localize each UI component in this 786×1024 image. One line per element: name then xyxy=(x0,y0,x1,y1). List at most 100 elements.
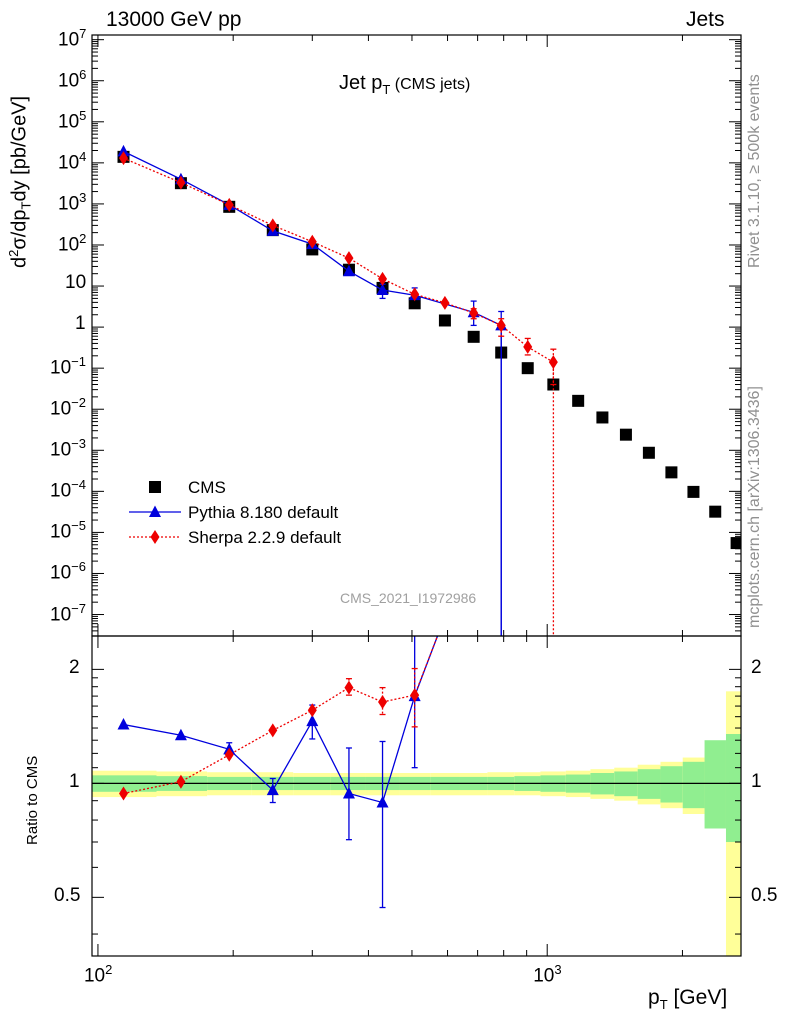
x-tick-label-base: 10 xyxy=(533,965,555,987)
square-series-point xyxy=(665,466,678,479)
diamond-series-point xyxy=(268,218,278,233)
main-y-tick-label-exponent: −3 xyxy=(71,436,86,452)
xlabel-b: [GeV] xyxy=(667,986,728,1009)
ratio-y-tick-label-right-base: 0.5 xyxy=(751,885,778,907)
ratio-uncertainty-bands xyxy=(92,691,741,956)
ratio-diamond-series-point xyxy=(410,688,420,703)
ratio-y-tick-label-right: 0.5 xyxy=(751,885,777,907)
diamond-series-line xyxy=(123,157,555,636)
ratio-y-tick-label-left: 0.5 xyxy=(54,885,80,907)
main-y-tick-label-base: 10 xyxy=(50,521,72,543)
ratio-y-tick-label-left-base: 2 xyxy=(69,657,80,679)
ratio-diamond-series-point xyxy=(119,786,129,801)
legend-label-square: CMS xyxy=(188,478,226,497)
diamond-series-point xyxy=(344,251,354,266)
main-y-tick-label: 102 xyxy=(58,231,86,256)
x-tick-label-base: 10 xyxy=(83,965,106,987)
diamond-series-point xyxy=(410,287,420,302)
diamond-series-point xyxy=(440,295,450,310)
diamond-series-point xyxy=(119,151,129,166)
xlabel-a: p xyxy=(648,986,660,1009)
main-y-tick-label-exponent: 3 xyxy=(79,189,87,205)
triangle-series-line xyxy=(123,150,502,636)
square-series-point xyxy=(521,362,534,375)
ratio-y-tick-label-right-base: 1 xyxy=(751,771,762,793)
plot-title-extra: (CMS jets) xyxy=(390,76,471,93)
ratio-triangle-series-point xyxy=(306,714,319,727)
ratio-panel-content xyxy=(92,636,741,909)
ratio-diamond-series-point xyxy=(307,703,317,718)
ratio-triangle-series-point xyxy=(266,783,279,796)
legend-label-diamond: Sherpa 2.2.9 default xyxy=(188,528,341,547)
ratio-diamond-series-line xyxy=(123,636,439,795)
main-y-tick-label: 103 xyxy=(58,190,86,215)
main-y-tick-label: 10−5 xyxy=(50,518,86,543)
square-series-point xyxy=(709,505,722,518)
ratio-diamond-series-point xyxy=(224,747,234,762)
main-y-tick-label-exponent: −6 xyxy=(71,559,86,575)
main-y-tick-label-base: 10 xyxy=(50,398,72,420)
main-y-tick-label-base: 10 xyxy=(58,193,80,215)
ratio-y-tick-label-right-base: 2 xyxy=(751,657,762,679)
square-series-point xyxy=(619,428,632,441)
ratio-triangle-series-point xyxy=(342,787,355,799)
ylabel-c: dy [pb/GeV] xyxy=(8,95,31,202)
plot-title-main: Jet p xyxy=(339,72,383,94)
main-y-tick-label: 10−4 xyxy=(50,477,86,502)
band-inner-segment xyxy=(725,734,741,843)
main-y-tick-label: 10−1 xyxy=(50,354,86,379)
diamond-series-point xyxy=(496,318,506,333)
main-y-tick-label: 10−6 xyxy=(50,559,86,584)
x-tick-label-exponent: 3 xyxy=(554,962,562,977)
ratio-diamond-series-point xyxy=(344,680,354,695)
header-left: 13000 GeV pp xyxy=(106,8,242,31)
legend-marker-diamond xyxy=(150,530,160,544)
square-series-point xyxy=(730,537,741,550)
main-y-tick-label: 107 xyxy=(58,26,86,51)
main-y-tick-label: 104 xyxy=(58,149,86,174)
diamond-series-point xyxy=(523,339,533,354)
x-tick-label: 102 xyxy=(84,962,112,987)
main-y-tick-label-exponent: −4 xyxy=(71,477,86,493)
legend-marker-square xyxy=(149,481,161,493)
band-inner-segment xyxy=(660,766,683,803)
ratio-y-tick-label-left: 1 xyxy=(69,771,80,793)
main-y-tick-label: 106 xyxy=(58,67,86,92)
main-y-tick-label-base: 1 xyxy=(75,313,86,335)
diamond-series-point xyxy=(469,306,479,321)
header-right: Jets xyxy=(686,8,725,31)
band-inner-segment xyxy=(637,769,661,799)
ylabel-sup: 2 xyxy=(6,249,21,257)
square-series-point xyxy=(408,297,421,310)
ratio-diamond-series-point xyxy=(378,695,388,710)
band-inner-segment xyxy=(704,740,726,829)
ratio-y-tick-label-left-base: 0.5 xyxy=(54,885,81,907)
main-y-tick-label-base: 10 xyxy=(50,480,72,502)
main-y-tick-label-base: 10 xyxy=(50,439,72,461)
ratio-y-tick-label-left-base: 1 xyxy=(69,771,80,793)
main-y-tick-label-base: 10 xyxy=(50,357,72,379)
main-y-tick-label-exponent: 4 xyxy=(79,148,87,164)
x-axis-label: pT [GeV] xyxy=(648,986,727,1012)
triangle-series-point xyxy=(342,264,355,277)
ratio-y-tick-label-left: 2 xyxy=(69,657,80,679)
main-y-tick-label: 10−7 xyxy=(50,601,86,626)
main-y-tick-label: 1 xyxy=(75,313,86,335)
analysis-watermark: CMS_2021_I1972986 xyxy=(340,590,477,606)
ratio-y-tick-label-right: 2 xyxy=(751,657,762,679)
main-y-tick-label-base: 10 xyxy=(65,272,87,294)
x-tick-label: 103 xyxy=(533,962,561,987)
main-y-tick-label: 10−3 xyxy=(50,436,86,461)
ratio-panel-frame xyxy=(91,635,742,957)
triangle-series-point xyxy=(376,283,389,296)
legend-marker-triangle xyxy=(149,505,161,517)
diamond-series-point xyxy=(224,197,234,212)
legend-label-triangle: Pythia 8.180 default xyxy=(188,503,339,522)
main-y-tick-label-exponent: −5 xyxy=(71,518,86,534)
ratio-diamond-series-point xyxy=(268,723,278,738)
diamond-series-point xyxy=(176,175,186,190)
square-series-point xyxy=(596,411,609,424)
diamond-series-point xyxy=(307,234,317,249)
main-y-tick-label-exponent: 6 xyxy=(79,66,87,82)
main-y-tick-label-base: 10 xyxy=(58,234,80,256)
